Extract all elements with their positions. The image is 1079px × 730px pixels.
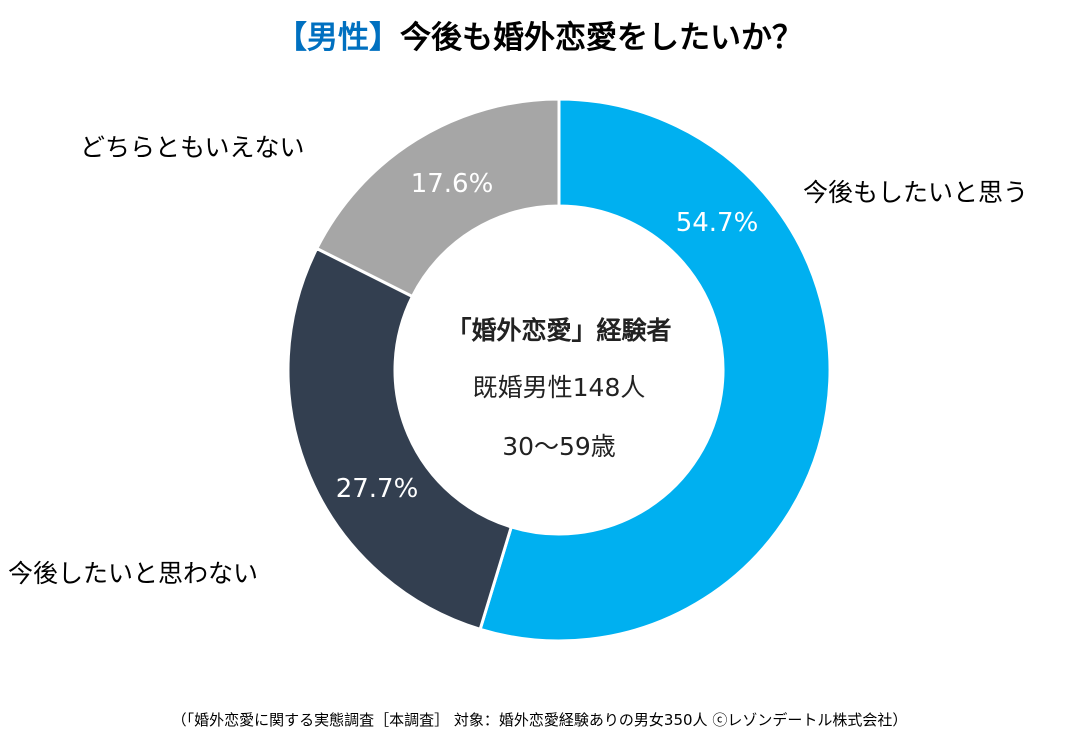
donut-slice-1 [478,97,832,643]
donut-value-labels: 54.7% 27.7% 17.6% [336,169,759,504]
slice-category-label-3: どちらともいえない [80,133,305,162]
donut-slices [286,97,832,643]
donut-slice-2 [286,246,514,632]
center-text-1: 「婚外恋愛」経験者 [446,316,671,345]
slice-value-label-1: 54.7% [676,208,759,238]
source-footnote: （「婚外恋愛に関する実態調査［本調査］ 対象：婚外恋愛経験ありの男女350人 ⓒ… [171,711,908,729]
center-text-2: 既婚男性148人 [473,373,646,402]
slice-value-label-3: 17.6% [411,169,494,199]
chart-title: 【男性】今後も婚外恋愛をしたいか？ [0,12,1079,57]
slice-category-label-2: 今後したいと思わない [8,559,258,588]
title-accent: 【男性】 [276,20,400,56]
title-main: 今後も婚外恋愛をしたいか？ [400,20,803,56]
center-text-3: 30～59歳 [502,432,616,461]
donut-slice-3 [314,97,561,299]
slice-value-label-2: 27.7% [336,474,419,504]
slice-category-label-1: 今後もしたいと思う [803,178,1028,207]
